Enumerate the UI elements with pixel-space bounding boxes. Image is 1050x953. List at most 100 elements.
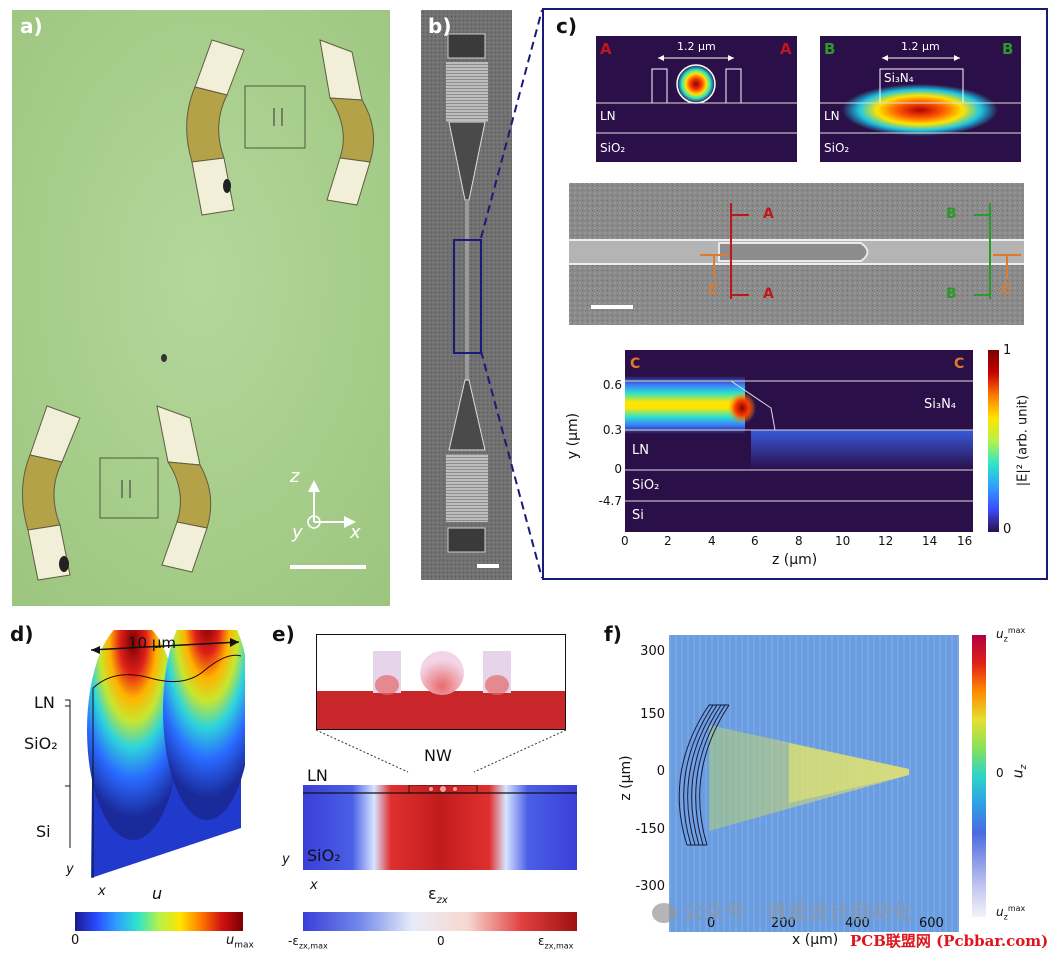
field-colorbar-label: |E|² (arb. unit)	[1015, 394, 1031, 487]
sem-marker-b-top: B	[946, 206, 957, 222]
watermark-wechat: 公众号 · 逍遥设计自动化	[652, 896, 913, 926]
panel-f-colorbar-label: uz	[1010, 764, 1030, 779]
panel-f-y-tick: 150	[640, 707, 665, 722]
panel-d-layer-sio2: SiO₂	[24, 734, 58, 753]
panel-e-label: e)	[272, 622, 295, 646]
field-y-tick: 0	[614, 462, 622, 476]
panel-f-x-ticks: 0 200 400 600	[669, 916, 959, 934]
field-plot	[625, 350, 973, 532]
field-y-tick: -4.7	[598, 494, 622, 508]
field-x-tick: 6	[751, 534, 759, 548]
mode-a-sio2: SiO₂	[600, 141, 626, 155]
electrode-top-left	[186, 39, 245, 216]
zoom-connector	[480, 9, 543, 579]
axis-y-label: y	[292, 522, 303, 543]
panel-f-y-tick: 0	[656, 764, 665, 779]
panel-f-y-tick: 300	[640, 644, 665, 659]
panel-f-label: f)	[604, 622, 622, 646]
field-y-tick: 0.6	[602, 378, 622, 392]
field-x-tick: 4	[708, 534, 716, 548]
mode-a-marker-left: A	[600, 40, 612, 58]
panel-f-y-ticks: 300 150 0 -150 -300	[620, 644, 665, 904]
mode-a-marker-right: A	[780, 40, 792, 58]
panel-e-axis-x: x	[310, 878, 318, 893]
panel-f-y-tick: -150	[635, 822, 665, 837]
mode-b-waveguide: Si₃N₄	[884, 71, 914, 85]
field-colorbar-min: 0	[1003, 522, 1012, 537]
mode-profile-a	[596, 36, 797, 162]
field-colorbar	[988, 350, 999, 532]
field-layer-sio2: SiO₂	[632, 478, 660, 493]
mode-a-ln: LN	[600, 109, 616, 123]
panel-f-colorbar-top: uzmax	[996, 626, 1026, 644]
panel-f-colorbar	[972, 635, 986, 917]
field-colorbar-max: 1	[1003, 343, 1012, 358]
panel-e-zoom-lines	[316, 729, 566, 773]
field-y-tick: 0.3	[602, 423, 622, 437]
panel-d-colorbar-max: umax	[226, 933, 254, 951]
sem-marker-a-top: A	[763, 206, 774, 222]
panel-f-x-tick: 600	[919, 916, 944, 931]
panel-d-colorbar	[75, 912, 243, 931]
sem-taper-image	[569, 183, 1024, 325]
field-x-tick: 0	[621, 534, 629, 548]
panel-f-plot	[669, 635, 959, 932]
wechat-icon	[652, 903, 676, 923]
panel-e-quantity: εzx	[428, 884, 448, 907]
field-x-tick: 2	[664, 534, 672, 548]
field-x-tick: 8	[795, 534, 803, 548]
panel-e-layer-ln: LN	[307, 766, 328, 785]
panel-f-ylabel: z (μm)	[618, 755, 634, 801]
field-ylabel: y (μm)	[565, 412, 581, 460]
panel-a-image	[12, 10, 390, 606]
sem-marker-a-bottom: A	[763, 286, 774, 302]
mode-profile-b	[820, 36, 1021, 162]
panel-f-y-tick: -300	[635, 879, 665, 894]
panel-e-colorbar	[303, 912, 577, 931]
sem-marker-c-left: C	[708, 282, 719, 298]
electrode-top-right	[319, 39, 375, 206]
axis-x-label: x	[350, 522, 361, 543]
panel-d-layer-ln: LN	[34, 693, 55, 712]
watermark-site: PCB联盟网 (Pcbbar.com)	[850, 932, 1049, 950]
sem-marker-b-bottom: B	[946, 286, 957, 302]
panel-b-image	[421, 10, 512, 580]
panel-d-plot	[75, 600, 251, 890]
panel-f-colorbar-bottom: uzmax	[996, 904, 1026, 922]
panel-a-label: a)	[20, 14, 43, 38]
panel-f-xlabel: x (μm)	[792, 932, 839, 948]
panel-e-colorbar-max: εzx,max	[538, 934, 574, 951]
field-x-tick: 16	[957, 534, 973, 548]
panel-d-quantity: u	[152, 884, 163, 903]
electrode-bottom-right	[156, 405, 212, 573]
field-layer-si3n4: Si₃N₄	[924, 397, 957, 412]
mode-b-ln: LN	[824, 109, 840, 123]
field-x-tick: 12	[878, 534, 894, 548]
field-layer-si: Si	[632, 508, 644, 523]
panel-f-colorbar-mid: 0	[996, 766, 1004, 780]
mode-b-sio2: SiO₂	[824, 141, 850, 155]
panel-f-x-tick: 0	[707, 916, 716, 931]
panel-e-inset	[316, 634, 566, 730]
panel-e-plot	[303, 784, 577, 870]
mode-a-width: 1.2 μm	[677, 40, 716, 53]
mode-b-marker-left: B	[824, 40, 836, 58]
watermark-wechat-text: 公众号 · 逍遥设计自动化	[682, 900, 913, 924]
axis-z-label: z	[290, 466, 300, 487]
panel-d-colorbar-min: 0	[71, 933, 80, 948]
panel-d-axis-x: x	[98, 884, 106, 899]
mode-b-width: 1.2 μm	[901, 40, 940, 53]
panel-d-axis-y: y	[66, 862, 74, 877]
panel-d-width: 10 μm	[128, 634, 177, 652]
panel-d-label: d)	[10, 622, 34, 646]
sem-marker-c-right: C	[1001, 282, 1012, 298]
mode-b-marker-right: B	[1002, 40, 1014, 58]
panel-e-colorbar-min: -εzx,max	[288, 934, 328, 951]
panel-f-x-tick: 200	[771, 916, 796, 931]
panel-e-colorbar-mid: 0	[437, 934, 445, 948]
field-marker-left: C	[630, 356, 641, 372]
panel-e-nw: NW	[424, 746, 452, 765]
panel-e-layer-sio2: SiO₂	[307, 846, 341, 865]
field-layer-ln: LN	[632, 443, 649, 458]
field-marker-right: C	[954, 356, 965, 372]
